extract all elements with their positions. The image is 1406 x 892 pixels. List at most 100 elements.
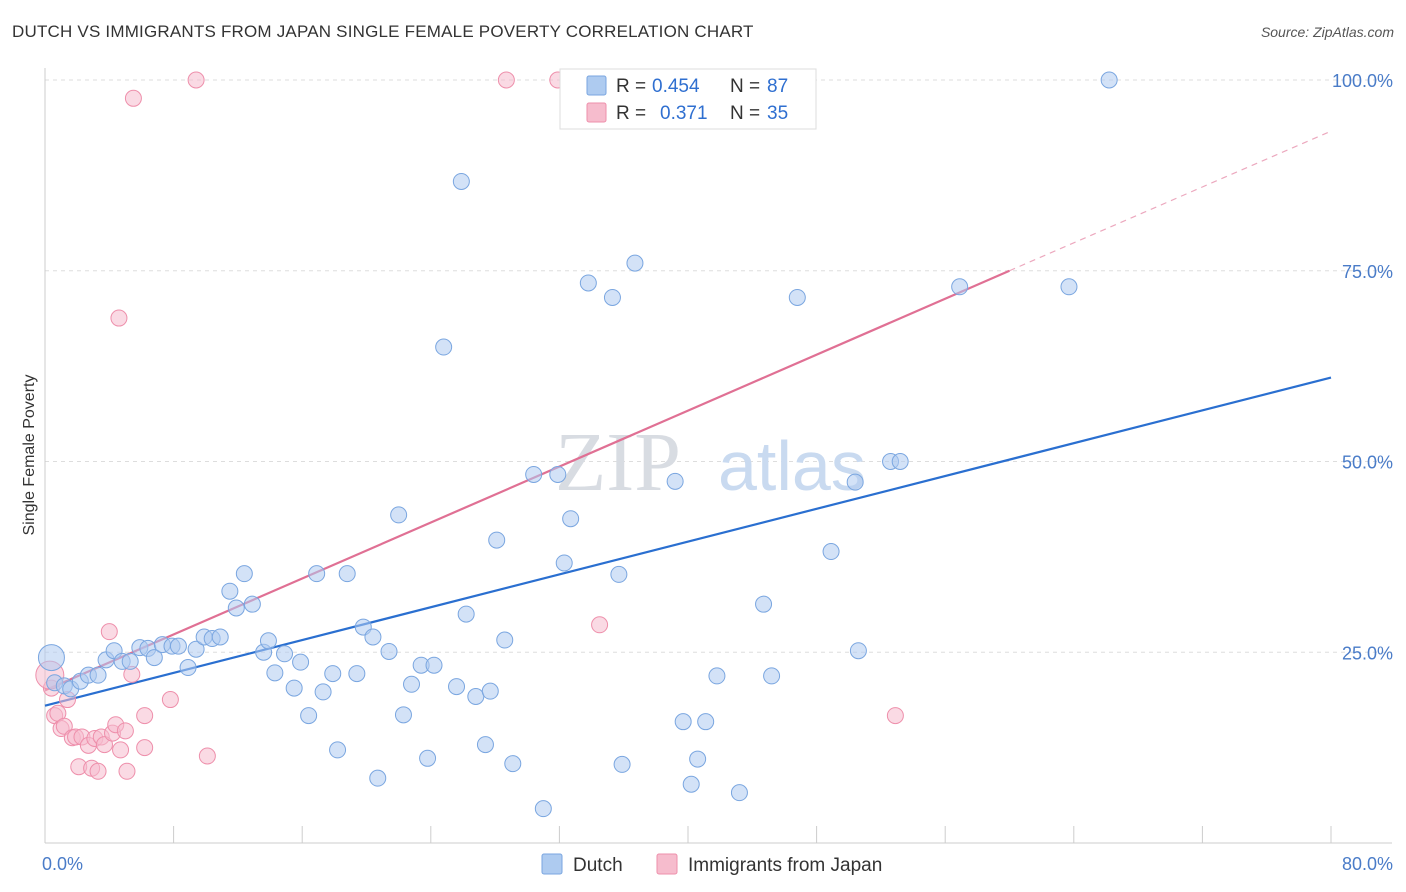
dutch-point	[227, 599, 245, 617]
dutch-point	[457, 605, 475, 623]
dutch-point	[846, 473, 864, 491]
japan-point	[198, 747, 216, 765]
watermark-zip: ZIP	[555, 416, 681, 509]
dutch-point	[37, 644, 65, 672]
dutch-point	[555, 554, 573, 572]
japan-point	[136, 707, 154, 725]
dutch-point	[403, 675, 421, 693]
japan-point	[187, 71, 205, 89]
chart-source: Source: ZipAtlas.com	[1260, 24, 1394, 40]
japan-point	[116, 722, 134, 740]
dutch-point	[496, 631, 514, 649]
dutch-point	[481, 682, 499, 700]
legend-dutch-r-label: R =	[616, 76, 646, 97]
legend-japan-n-value: 35	[767, 103, 788, 124]
dutch-point	[145, 649, 163, 667]
dutch-point	[525, 465, 543, 483]
dutch-point	[448, 678, 466, 696]
dutch-point	[221, 582, 239, 600]
dutch-point	[338, 565, 356, 583]
dutch-point	[348, 665, 366, 683]
dutch-point	[211, 628, 229, 646]
dutch-point	[951, 278, 969, 296]
chart-title: DUTCH VS IMMIGRANTS FROM JAPAN SINGLE FE…	[12, 22, 754, 41]
dutch-point	[689, 750, 707, 768]
dutch-point	[394, 706, 412, 724]
y-tick-label: 75.0%	[1342, 262, 1393, 282]
data-points	[35, 71, 1118, 818]
watermark-atlas: atlas	[718, 427, 866, 505]
y-tick-label: 100.0%	[1332, 71, 1393, 91]
legend-japan-r-value: 0.371	[660, 103, 708, 124]
trend-lines	[44, 130, 1332, 707]
legend-japan-swatch	[586, 102, 607, 123]
japan-point	[124, 89, 142, 107]
legend-series: Dutch Immigrants from Japan	[541, 853, 882, 876]
dutch-point	[610, 565, 628, 583]
dutch-point	[730, 784, 748, 802]
dutch-point	[891, 453, 909, 470]
legend-dutch-n-label: N =	[730, 76, 760, 97]
japan-point	[112, 741, 130, 759]
dutch-point	[169, 637, 187, 655]
dutch-point	[243, 595, 261, 613]
japan-trend-extension	[1009, 130, 1332, 272]
dutch-point	[613, 755, 631, 773]
dutch-point	[488, 531, 506, 549]
dutch-point	[329, 741, 347, 759]
dutch-point	[1060, 278, 1078, 296]
dutch-point	[314, 683, 332, 701]
japan-trend-line	[44, 269, 1010, 692]
japan-point	[591, 616, 609, 634]
dutch-point	[285, 679, 303, 697]
japan-point	[110, 309, 128, 327]
legend-dutch-swatch	[586, 75, 607, 96]
dutch-point	[452, 172, 470, 190]
dutch-point	[682, 775, 700, 793]
dutch-point	[259, 632, 277, 650]
dutch-point	[562, 510, 580, 528]
legend-dutch-r-value: 0.454	[652, 76, 700, 97]
dutch-point	[467, 688, 485, 706]
watermark: ZIP atlas	[555, 416, 866, 509]
legend-japan-marker	[656, 853, 678, 875]
dutch-point	[390, 506, 408, 524]
dutch-point	[324, 665, 342, 683]
dutch-point	[666, 472, 684, 490]
dutch-point	[276, 645, 294, 663]
x-tick-label-min: 0.0%	[42, 854, 83, 874]
dutch-point	[579, 274, 597, 292]
legend-japan-name: Immigrants from Japan	[688, 855, 882, 876]
legend-dutch-marker	[541, 853, 563, 875]
tick-labels: 25.0% 50.0% 75.0% 100.0% 0.0% 80.0%	[42, 71, 1393, 874]
dutch-trend-line	[44, 376, 1332, 707]
dutch-point	[788, 288, 806, 306]
dutch-point	[300, 707, 318, 725]
x-tick-label-max: 80.0%	[1342, 854, 1393, 874]
dutch-point	[1100, 71, 1118, 89]
japan-point	[118, 762, 136, 780]
japan-point	[100, 623, 118, 641]
dutch-point	[266, 664, 284, 682]
dutch-point	[179, 659, 197, 677]
legend-japan-n-label: N =	[730, 103, 760, 124]
dutch-point	[419, 749, 437, 767]
y-tick-label: 50.0%	[1342, 453, 1393, 473]
dutch-point	[369, 769, 387, 787]
dutch-point	[697, 713, 715, 731]
japan-point	[497, 71, 515, 89]
dutch-point	[549, 465, 567, 483]
dutch-point	[380, 642, 398, 660]
dutch-point	[476, 736, 494, 754]
dutch-point	[504, 755, 522, 773]
dutch-point	[187, 640, 205, 658]
legend-japan-r-label: R =	[616, 103, 646, 124]
japan-point	[136, 739, 154, 757]
japan-point	[886, 707, 904, 725]
dutch-point	[755, 595, 773, 613]
dutch-point	[534, 800, 552, 818]
y-axis-label: Single Female Poverty	[21, 375, 38, 536]
dutch-point	[763, 667, 781, 685]
legend-stats: R = 0.454 N = 87 R = 0.371 N = 35	[559, 68, 817, 130]
